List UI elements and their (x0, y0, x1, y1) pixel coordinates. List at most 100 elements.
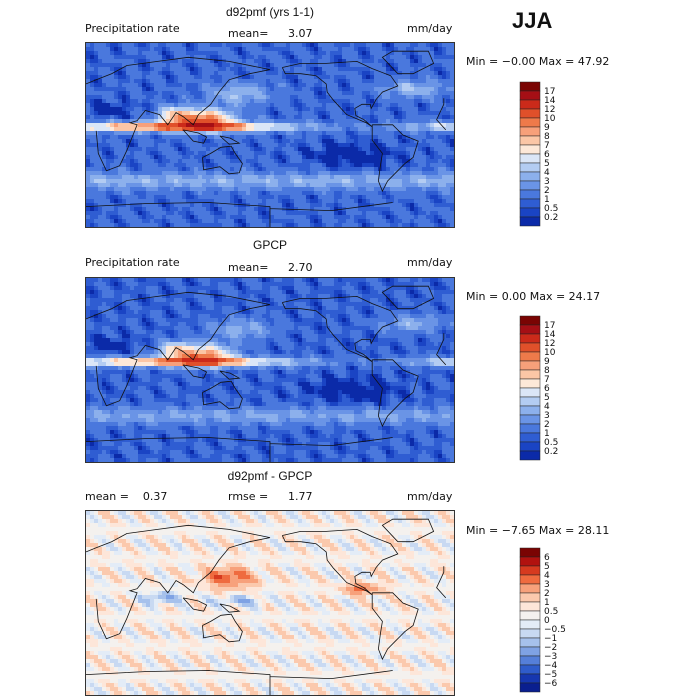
map-cell (386, 159, 391, 164)
map-cell (390, 159, 395, 164)
map-cell (182, 63, 187, 68)
map-cell (298, 115, 303, 120)
map-cell (334, 87, 339, 92)
map-cell (306, 187, 311, 192)
map-cell (398, 47, 403, 52)
map-cell (178, 127, 183, 132)
map-cell (414, 75, 419, 80)
map-cell (94, 103, 99, 108)
map-cell (246, 59, 251, 64)
map-cell (430, 175, 435, 180)
map-cell (394, 119, 399, 124)
map-cell (114, 302, 119, 307)
map-cell (130, 63, 135, 68)
map-cell (322, 215, 327, 220)
map-cell (154, 111, 159, 116)
map-cell (110, 107, 115, 112)
map-cell (162, 135, 167, 140)
map-cell (338, 107, 343, 112)
map-cell (326, 51, 331, 56)
map-cell (258, 123, 263, 128)
map-cell (278, 155, 283, 160)
map-cell (178, 211, 183, 216)
map-cell (370, 79, 375, 84)
map-cell (174, 107, 179, 112)
map-cell (326, 99, 331, 104)
map-cell (190, 51, 195, 56)
map-cell (150, 306, 155, 311)
map-cell (398, 119, 403, 124)
map-cell (198, 75, 203, 80)
map-cell (194, 298, 199, 303)
map-cell (398, 139, 403, 144)
map-cell (298, 83, 303, 88)
map-cell (106, 286, 111, 291)
map-cell (186, 203, 191, 208)
map-cell (422, 191, 427, 196)
map-cell (362, 47, 367, 52)
map-cell (218, 215, 223, 220)
map-cell (222, 207, 227, 212)
map-cell (394, 223, 399, 227)
map-cell (266, 151, 271, 156)
map-cell (330, 302, 335, 307)
map-cell (142, 211, 147, 216)
map-cell (350, 298, 355, 303)
map-cell (386, 143, 391, 148)
map-cell (346, 290, 351, 295)
map-cell (190, 139, 195, 144)
colorbar-swatch (519, 189, 541, 200)
map-cell (194, 290, 199, 295)
map-cell (186, 63, 191, 68)
map-cell (394, 278, 399, 283)
map-cell (306, 91, 311, 96)
map-cell (286, 191, 291, 196)
map-cell (98, 63, 103, 68)
map-cell (410, 294, 415, 299)
map-cell (190, 207, 195, 212)
map-cell (222, 63, 227, 68)
map-cell (266, 131, 271, 136)
map-cell (110, 151, 115, 156)
map-cell (286, 282, 291, 287)
map-cell (302, 211, 307, 216)
map-cell (386, 294, 391, 299)
map-cell (198, 286, 203, 291)
map-cell (346, 179, 351, 184)
map-cell (94, 282, 99, 287)
map-cell (98, 167, 103, 172)
map-cell (238, 75, 243, 80)
map-cell (154, 147, 159, 152)
map-cell (390, 71, 395, 76)
map-cell (250, 278, 255, 283)
map-cell (234, 223, 239, 227)
map-cell (110, 223, 115, 227)
map-cell (270, 87, 275, 92)
map-cell (414, 179, 419, 184)
map-cell (346, 302, 351, 307)
map-cell (146, 223, 151, 227)
map-cell (402, 131, 407, 136)
map-cell (178, 87, 183, 92)
map-cell (270, 111, 275, 116)
map-cell (374, 211, 379, 216)
map-cell (450, 219, 454, 224)
map-cell (238, 123, 243, 128)
map-cell (294, 95, 299, 100)
map-cell (306, 47, 311, 52)
map-cell (110, 155, 115, 160)
map-cell (214, 286, 219, 291)
map-cell (210, 163, 215, 168)
map-cell (254, 111, 259, 116)
map-cell (306, 171, 311, 176)
map-cell (146, 95, 151, 100)
map-cell (182, 75, 187, 80)
map-cell (286, 187, 291, 192)
map-cell (98, 119, 103, 124)
map-cell (102, 139, 107, 144)
map-cell (294, 211, 299, 216)
map-cell (122, 159, 127, 164)
map-cell (374, 199, 379, 204)
map-cell (354, 302, 359, 307)
map-cell (218, 115, 223, 120)
